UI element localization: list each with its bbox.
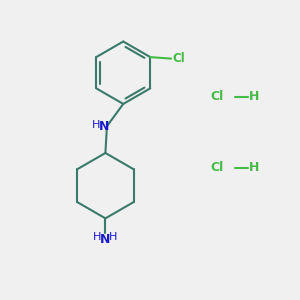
Text: H: H bbox=[93, 232, 102, 242]
Text: Cl: Cl bbox=[210, 90, 224, 103]
Text: Cl: Cl bbox=[172, 52, 185, 65]
Text: N: N bbox=[99, 120, 109, 133]
Text: H: H bbox=[92, 120, 101, 130]
Text: H: H bbox=[109, 232, 118, 242]
Text: Cl: Cl bbox=[210, 161, 224, 174]
Text: H: H bbox=[249, 90, 259, 103]
Text: N: N bbox=[100, 233, 111, 246]
Text: H: H bbox=[249, 161, 259, 174]
